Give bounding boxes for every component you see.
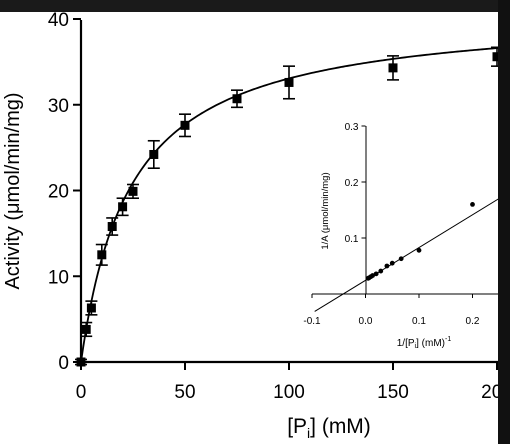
inset-data-point — [373, 271, 379, 277]
inset-chart: -0.1 0.0 0.1 0.2 0.1 0.2 0.3 1/A (μmol/min/mg)… — [303, 122, 510, 350]
main-data-layer — [75, 46, 510, 367]
inset-data-point — [378, 268, 384, 274]
inset-x-tick-label: 0.1 — [412, 316, 426, 327]
main-data-point — [149, 149, 159, 159]
inset-data-point — [384, 263, 390, 269]
inset-tick-layer: -0.1 0.0 0.1 0.2 0.1 0.2 0.3 — [303, 122, 480, 327]
main-x-tick-label: 100 — [273, 382, 305, 403]
main-x-axis-label: [Pi] (mM) — [287, 415, 371, 441]
inset-x-label-superscript: -1 — [445, 336, 451, 343]
inset-y-axis-label: 1/A (μmol/min/mg) — [320, 172, 331, 249]
inset-x-label-part1: 1/[P — [397, 338, 415, 349]
main-data-point — [118, 202, 128, 212]
inset-y-tick-label: 0.1 — [345, 234, 359, 245]
main-x-tick-label: 50 — [174, 382, 195, 403]
inset-data-point — [416, 247, 422, 253]
top-frame-border — [0, 0, 510, 12]
inset-x-tick-label: 0.0 — [359, 316, 373, 327]
inset-data-point — [398, 256, 404, 262]
main-x-label-subscript: i — [307, 425, 310, 441]
main-data-point — [284, 77, 294, 87]
main-y-tick-label: 40 — [48, 10, 69, 31]
main-data-point — [128, 186, 138, 196]
main-x-tick-label: 150 — [377, 382, 409, 403]
main-y-tick-label: 0 — [58, 353, 69, 374]
main-y-tick-label: 30 — [48, 96, 69, 117]
inset-data-point — [370, 273, 376, 278]
inset-fit-line — [314, 191, 510, 312]
main-data-point — [492, 52, 502, 62]
inset-x-label-subscript: i — [415, 343, 417, 350]
main-y-tick-label: 10 — [48, 267, 69, 288]
inset-x-tick-label: -0.1 — [303, 316, 321, 327]
main-data-point — [232, 94, 242, 104]
main-data-point — [97, 250, 107, 260]
inset-x-label-part2: ] (mM) — [416, 338, 445, 349]
main-y-tick-label: 20 — [48, 182, 69, 203]
inset-y-tick-label: 0.2 — [345, 178, 359, 189]
inset-y-tick-label: 0.3 — [345, 122, 359, 133]
main-data-point — [81, 324, 91, 334]
main-y-axis-label: Activity (μmol/min/mg) — [2, 92, 24, 289]
inset-background — [310, 122, 510, 317]
main-data-point — [180, 120, 190, 130]
main-data-point — [388, 63, 398, 73]
main-data-point — [86, 303, 96, 313]
inset-data-layer — [314, 191, 510, 312]
main-x-label-part1: [P — [287, 415, 307, 438]
inset-data-point — [389, 260, 395, 266]
inset-x-tick-label: 0.2 — [466, 316, 480, 327]
main-data-point — [107, 222, 117, 232]
inset-data-point — [470, 202, 475, 207]
main-x-tick-label: 0 — [76, 382, 87, 403]
main-x-label-part2: ] (mM) — [310, 415, 371, 438]
inset-x-axis-label: 1/[Pi] (mM)-1 — [397, 336, 452, 350]
right-frame-border — [498, 0, 510, 444]
